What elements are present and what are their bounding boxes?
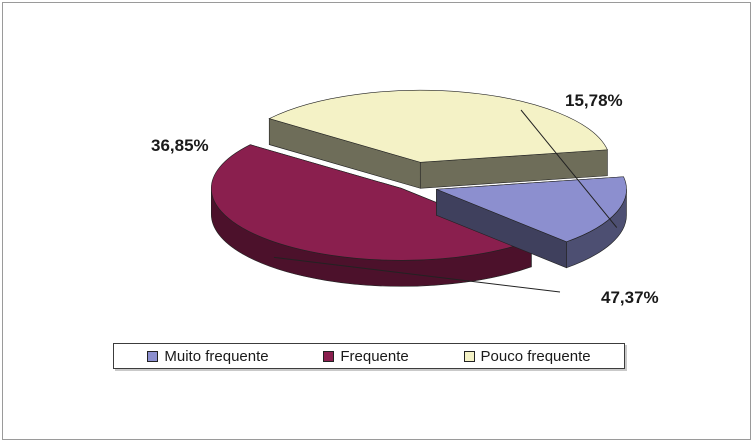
- leader-line: [520, 109, 618, 228]
- data-label: 15,78%: [565, 91, 623, 110]
- legend-swatch: [323, 350, 335, 362]
- legend-item-pouco-frequente: Pouco frequente: [463, 347, 591, 365]
- data-label: 47,37%: [601, 288, 659, 307]
- legend-item-frequente: Frequente: [323, 347, 409, 365]
- legend-swatch: [463, 350, 475, 362]
- legend-label: Pouco frequente: [480, 347, 591, 365]
- leader-line: [273, 256, 561, 293]
- legend: Muito frequente Frequente Pouco frequent…: [113, 343, 625, 369]
- legend-label: Muito frequente: [164, 347, 269, 365]
- pie-slice-muito-frequente: [436, 176, 627, 269]
- pie-slice-frequente: [210, 144, 533, 287]
- pie-chart: 15,78% 47,37% 36,85%: [151, 89, 659, 307]
- legend-label: Frequente: [340, 347, 409, 365]
- legend-swatch: [147, 350, 159, 362]
- data-label: 36,85%: [151, 136, 209, 155]
- pie-slice-pouco-frequente: [268, 89, 608, 189]
- legend-item-muito-frequente: Muito frequente: [147, 347, 269, 365]
